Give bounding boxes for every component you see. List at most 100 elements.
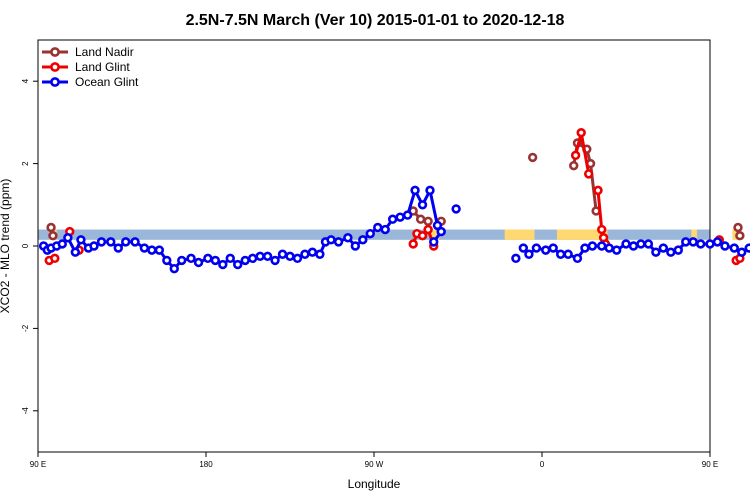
ocean-glint-point: [154, 245, 165, 255]
land-band-span: [430, 229, 440, 240]
x-axis-label: Longitude: [348, 477, 401, 491]
land-nadir-point: [527, 152, 538, 163]
y-tick-label: 4: [21, 78, 30, 83]
x-tick-label: 0: [540, 460, 545, 469]
ocean-glint-point: [429, 237, 439, 247]
ocean-glint-point: [350, 241, 361, 251]
y-tick-label: -4: [21, 407, 30, 415]
ocean-glint-point: [636, 239, 646, 249]
legend-label: Land Glint: [75, 60, 130, 74]
ocean-glint-point: [658, 243, 669, 253]
ocean-glint-point: [666, 247, 676, 257]
ocean-glint-point: [410, 185, 420, 196]
legend-item-land-glint: Land Glint: [42, 60, 130, 74]
ocean-glint-point: [720, 241, 730, 251]
ocean-glint-point: [541, 245, 551, 255]
ocean-glint-point: [307, 247, 318, 257]
land-nadir-point: [423, 216, 433, 226]
ocean-glint-point: [729, 243, 739, 253]
ocean-glint-point: [233, 259, 243, 270]
land-nadir-point: [733, 222, 743, 233]
ocean-glint-point: [113, 243, 123, 253]
land-glint-point: [408, 239, 418, 249]
land-band-span: [691, 229, 697, 240]
ocean-glint-point: [395, 212, 405, 222]
series-land-nadir: [46, 138, 745, 241]
land-glint-point: [597, 224, 607, 235]
ocean-glint-point: [96, 237, 107, 247]
ocean-glint-point: [262, 251, 273, 261]
ocean-glint-point: [451, 204, 461, 214]
x-tick-label: 90 E: [30, 460, 46, 469]
ocean-glint-point: [587, 241, 598, 251]
ocean-glint-point: [186, 253, 196, 264]
ocean-glint-point: [277, 249, 288, 259]
y-tick-label: 2: [21, 161, 30, 166]
legend-marker: [50, 62, 60, 72]
ocean-glint-point: [343, 233, 353, 243]
land-nadir-point: [46, 222, 56, 233]
land-glint-point: [50, 253, 60, 264]
ocean-glint-point: [597, 241, 607, 251]
land-nadir-point: [569, 160, 579, 171]
ocean-glint-point: [292, 253, 303, 264]
x-axis: 90 E 180 90 W 0 90 E: [30, 452, 718, 469]
ocean-glint-point: [169, 263, 179, 274]
ocean-glint-point: [373, 222, 383, 233]
series-group: [38, 128, 750, 274]
ocean-glint-point: [358, 235, 368, 245]
ocean-glint-point: [548, 243, 558, 253]
ocean-glint-point: [705, 239, 715, 249]
ocean-glint-point: [57, 239, 67, 249]
land-nadir-point: [48, 231, 58, 241]
ocean-glint-point: [681, 237, 691, 247]
ocean-glint-point: [531, 243, 542, 253]
series-ocean-glint: [38, 185, 750, 274]
ocean-glint-point: [365, 228, 375, 239]
ocean-glint-point: [76, 235, 86, 245]
ocean-glint-point: [604, 243, 614, 253]
legend-item-ocean-glint: Ocean Glint: [42, 75, 139, 89]
x-tick-label: 180: [199, 460, 213, 469]
ocean-glint-point: [225, 253, 235, 264]
chart-title: 2.5N-7.5N March (Ver 10) 2015-01-01 to 2…: [186, 12, 565, 29]
ocean-glint-point: [326, 235, 336, 245]
land-band-span: [504, 229, 535, 240]
y-axis: 4 2 0 -2 -4: [21, 78, 38, 414]
ocean-glint-point: [744, 243, 750, 253]
ocean-glint-point: [89, 241, 99, 251]
y-tick-label: 0: [21, 243, 30, 248]
ocean-glint-point: [555, 249, 566, 259]
ocean-glint-point: [387, 214, 398, 224]
land-glint-point: [417, 231, 428, 241]
ocean-glint-point: [737, 247, 747, 257]
ocean-glint-point: [147, 245, 157, 255]
ocean-glint-point: [315, 249, 325, 259]
ocean-glint-point: [425, 185, 435, 196]
land-nadir-point: [735, 231, 745, 241]
ocean-glint-point: [162, 255, 172, 266]
ocean-glint-point: [712, 237, 723, 247]
land-nadir-point: [415, 214, 426, 224]
ocean-glint-point: [628, 241, 639, 251]
ocean-glint-point: [673, 245, 683, 255]
ocean-glint-point: [255, 251, 265, 261]
legend-marker: [50, 77, 60, 87]
ocean-glint-point: [300, 249, 310, 259]
ocean-glint-point: [63, 233, 73, 243]
ocean-glint-point: [695, 239, 706, 249]
ocean-glint-point: [247, 253, 258, 264]
ocean-glint-point: [106, 237, 116, 247]
ocean-glint-point: [285, 251, 295, 261]
y-tick-label: -2: [21, 324, 30, 332]
ocean-glint-point: [240, 255, 250, 266]
land-glint-point: [423, 224, 433, 235]
ocean-glint-point: [643, 239, 654, 249]
ocean-glint-point: [518, 243, 529, 253]
x-tick-label: 90 E: [702, 460, 718, 469]
ocean-glint-point: [130, 237, 140, 247]
ocean-glint-point: [218, 259, 228, 270]
ocean-glint-point: [651, 247, 661, 257]
